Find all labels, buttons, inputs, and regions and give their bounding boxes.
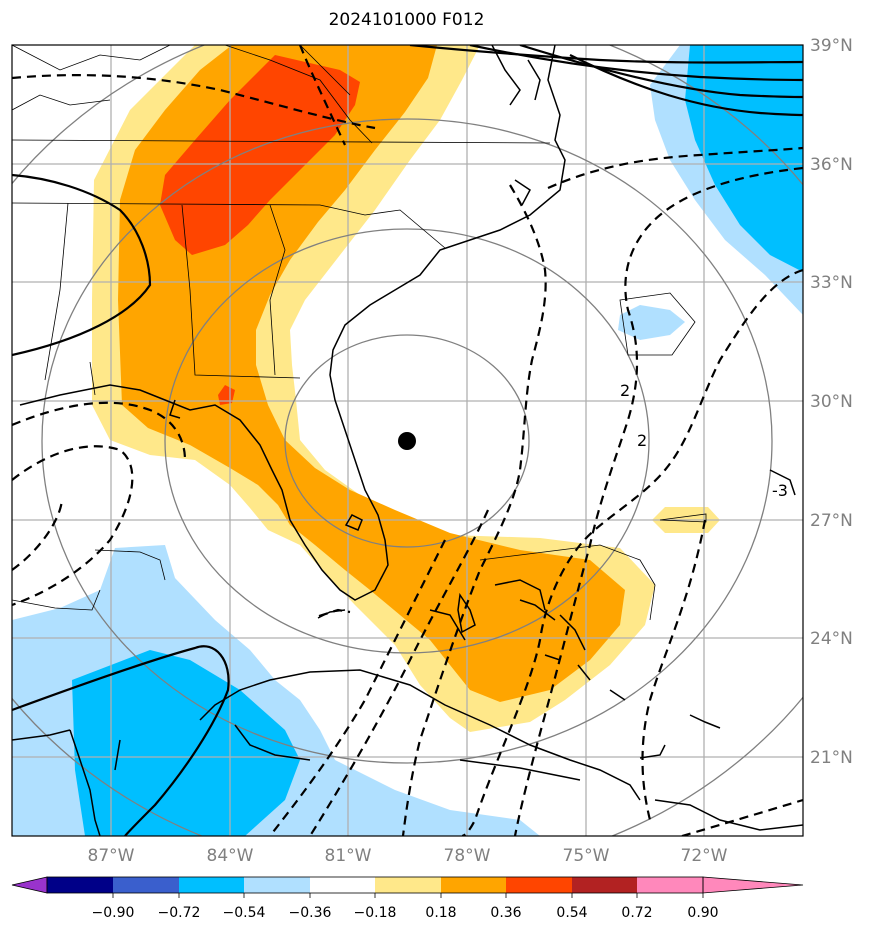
lon-label: 72°W [681,846,728,866]
contour-label: 2 [637,431,647,450]
political-boundaries [12,45,707,621]
colorbar-tick-label: −0.54 [223,905,266,921]
contour-label: -3 [772,481,788,500]
latitude-labels: 21°N 24°N 27°N 30°N 33°N 36°N 39°N [810,36,853,768]
map-title: 2024101000 F012 [328,10,485,30]
storm-center-marker [398,432,416,450]
lon-label: 75°W [563,846,610,866]
lat-label: 27°N [810,511,853,531]
colorbar-segment [375,877,441,893]
colorbar-tick-label: −0.36 [289,905,332,921]
colorbar-tick-label: 0.72 [621,905,652,921]
lat-label: 39°N [810,36,853,56]
lat-label: 30°N [810,392,853,412]
map-frame [11,44,804,837]
lon-label: 81°W [325,846,372,866]
colorbar-extend-low [11,876,48,894]
colorbar-segment [47,877,113,893]
colorbar-segment [506,877,572,893]
colorbar-tick-label: 0.54 [556,905,587,921]
colorbar-segment [113,877,179,893]
lat-label: 21°N [810,748,853,768]
colorbar-tick-label: 0.18 [425,905,456,921]
lon-label: 78°W [444,846,491,866]
lon-label: 84°W [207,846,254,866]
colorbar-segment [179,877,244,893]
longitude-labels: 87°W 84°W 81°W 78°W 75°W 72°W [88,846,728,866]
colorbar-segment [572,877,637,893]
positive-field-red [160,55,360,405]
lat-label: 36°N [810,155,853,175]
colorbar-tick-label: −0.18 [354,905,397,921]
colorbar-segment [637,877,703,893]
colorbar-extend-high [702,876,804,894]
colorbar-tick-label: 0.36 [490,905,521,921]
lat-lon-grid [12,45,803,836]
lat-label: 33°N [810,273,853,293]
lat-label: 24°N [810,629,853,649]
colorbar: −0.90 −0.72 −0.54 −0.36 −0.18 0.18 0.36 … [11,876,804,921]
contour-label: 2 [620,381,630,400]
colorbar-tick-label: −0.90 [92,905,135,921]
colorbar-segment [310,877,375,893]
height-contours [12,45,803,836]
range-rings [12,45,803,836]
colorbar-ticks [112,893,704,898]
colorbar-tick-label: 0.90 [687,905,718,921]
colorbar-tick-label: −0.72 [158,905,201,921]
contour-labels: 2 2 -3 [620,381,788,500]
colorbar-segment [244,877,310,893]
map-plot-area: 2 2 -3 [12,45,803,836]
lon-label: 87°W [88,846,135,866]
colorbar-segment [441,877,506,893]
